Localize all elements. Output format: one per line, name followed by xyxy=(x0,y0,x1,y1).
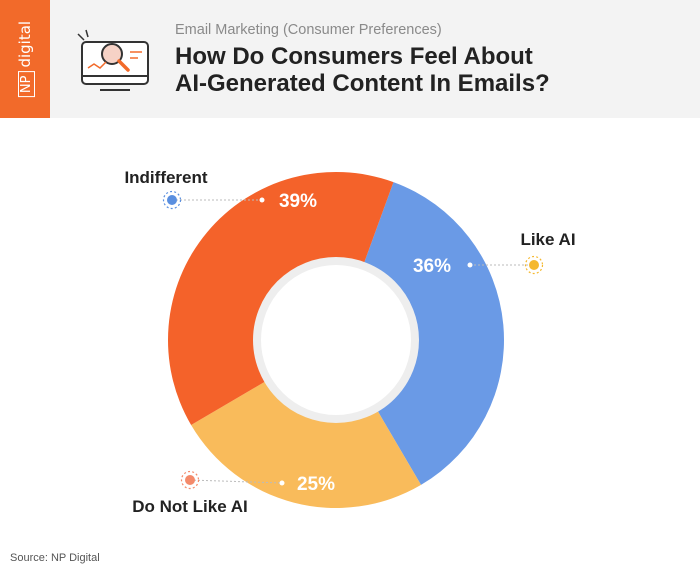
marker-icon-like-ai xyxy=(524,255,544,275)
marker-icon-indifferent xyxy=(162,190,182,210)
value-label-indifferent: 39% xyxy=(279,191,317,212)
brand-logo: NP digital xyxy=(0,0,50,118)
marker-icon-do-not-like-ai xyxy=(180,470,200,490)
donut-center xyxy=(253,257,419,423)
brand-np: NP xyxy=(18,71,35,98)
subtitle: Email Marketing (Consumer Preferences) xyxy=(175,22,442,38)
source-note: Source: NP Digital xyxy=(10,552,100,564)
donut-slice-indifferent xyxy=(167,171,394,426)
category-label-do-not-like-ai: Do Not Like AI xyxy=(132,497,248,516)
title-line-1: How Do Consumers Feel About xyxy=(175,43,533,70)
brand-digital: digital xyxy=(16,20,34,68)
monitor-search-icon xyxy=(77,29,149,91)
slice-dot-like-ai xyxy=(467,262,473,268)
slice-dot-do-not-like-ai xyxy=(279,480,285,486)
value-label-do-not-like-ai: 25% xyxy=(297,474,335,495)
leader-line-do-not-like-ai xyxy=(189,479,283,484)
value-label-like-ai: 36% xyxy=(413,256,451,277)
category-label-indifferent: Indifferent xyxy=(124,168,207,187)
donut-slice-do-not-like-ai xyxy=(191,379,422,508)
brand-text: NP digital xyxy=(16,20,35,98)
donut-chart: 36% Like AI 25% Do Not Like AI 39% Indifferen… xyxy=(124,168,575,516)
page-title: How Do Consumers Feel About AI-Generated… xyxy=(175,43,595,97)
category-label-like-ai: Like AI xyxy=(520,230,575,249)
slice-dot-indifferent xyxy=(259,197,265,203)
donut-slice-like-ai xyxy=(362,182,504,485)
header: NP digital Email Marketing (Consumer Pref… xyxy=(0,0,700,118)
title-line-2: AI-Generated Content In Emails? xyxy=(175,70,550,97)
